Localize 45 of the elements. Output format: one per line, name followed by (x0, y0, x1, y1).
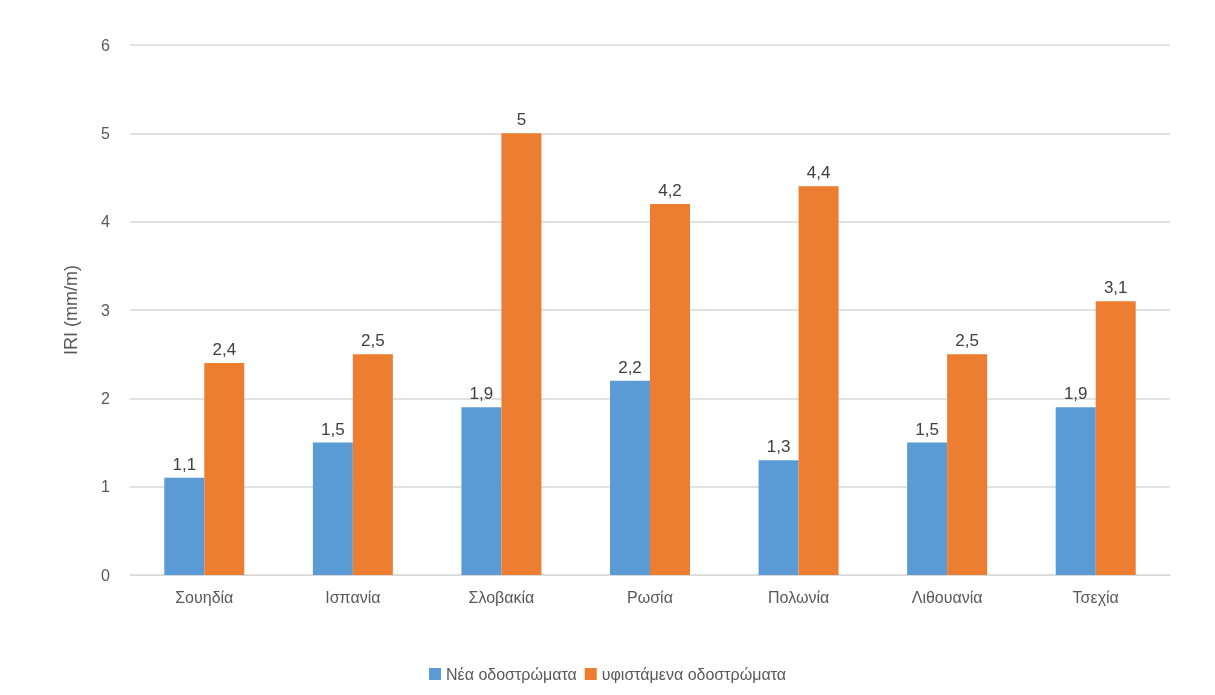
data-label: 4,4 (806, 163, 831, 183)
y-tick-label: 6 (101, 36, 111, 54)
bar (204, 363, 245, 575)
bar (650, 204, 690, 575)
x-tick-label: Λιθουανία (911, 588, 983, 606)
data-label: 1,5 (321, 419, 345, 439)
x-tick-label: Ισπανία (325, 588, 381, 606)
y-axis-title: IRI (mm/m) (61, 265, 81, 355)
y-tick-label: 3 (101, 301, 111, 319)
legend-label: υφιστάμενα οδοστρώματα (601, 665, 786, 683)
x-tick-label: Πολωνία (767, 588, 830, 606)
y-tick-label: 4 (101, 213, 111, 231)
data-label: 2,5 (361, 331, 385, 351)
data-label: 2,4 (212, 340, 237, 359)
data-label: 1,1 (172, 454, 197, 474)
bar (907, 442, 948, 575)
bar (1095, 301, 1136, 575)
data-label: 1,9 (1063, 384, 1088, 404)
bar (352, 354, 393, 575)
bar (501, 133, 542, 575)
y-tick-label: 0 (101, 566, 111, 584)
bar (1055, 407, 1096, 575)
y-tick-label: 1 (101, 478, 111, 496)
bar (164, 477, 205, 575)
data-label: 1,3 (766, 437, 791, 457)
data-label: 4,2 (658, 181, 682, 200)
bar (610, 380, 650, 575)
x-tick-label: Ρωσία (627, 588, 673, 606)
data-label: 1,5 (915, 419, 939, 439)
x-tick-label: Σλοβακία (468, 588, 535, 606)
legend-label: Νέα οδοστρώματα (446, 665, 577, 683)
y-tick-label: 2 (101, 389, 111, 407)
bar (461, 407, 502, 575)
bar (947, 354, 988, 575)
data-label: 2,5 (955, 331, 979, 351)
x-tick-label: Τσεχία (1072, 588, 1119, 606)
y-tick-label: 5 (101, 124, 111, 142)
bar (758, 460, 799, 575)
data-label: 3,1 (1103, 278, 1128, 298)
data-label: 2,2 (618, 357, 642, 377)
data-label: 5 (516, 110, 527, 130)
x-tick-label: Σουηδία (175, 588, 234, 606)
data-label: 1,9 (469, 384, 494, 404)
bar (798, 186, 839, 575)
bar (312, 442, 353, 575)
